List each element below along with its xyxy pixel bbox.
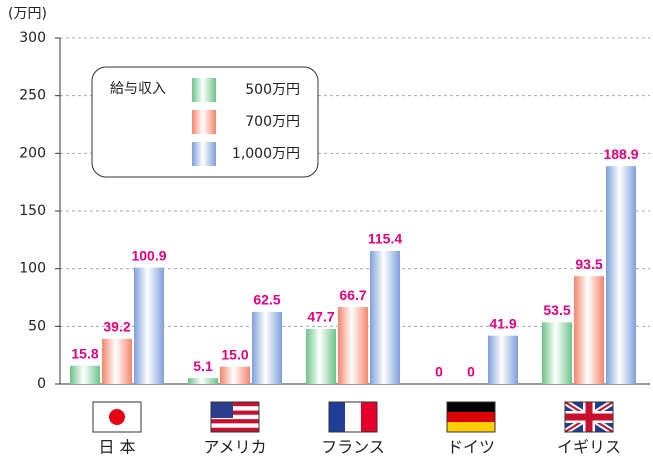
flag-stripe <box>361 402 377 432</box>
flag-border <box>564 401 614 433</box>
flag-stripe <box>211 406 259 411</box>
flag-canton <box>211 402 233 418</box>
x-tick-label: アメリカ <box>203 438 266 457</box>
flag-stripe <box>211 419 259 424</box>
y-tick-label: 300 <box>19 30 46 46</box>
value-label: 188.9 <box>603 146 638 162</box>
legend-swatch <box>192 110 216 134</box>
flag-cross <box>565 413 613 421</box>
bar <box>70 365 100 384</box>
flag-stripe <box>211 423 259 428</box>
flag-stripe <box>447 422 495 432</box>
value-label: 39.2 <box>103 318 130 334</box>
value-label: 115.4 <box>368 231 402 247</box>
value-label: 15.8 <box>71 345 98 361</box>
bar <box>102 338 132 384</box>
bar <box>252 311 282 384</box>
flag-sun <box>109 409 125 425</box>
flag-border <box>210 401 260 433</box>
legend-label: 1,000万円 <box>232 146 300 162</box>
y-tick-label: 100 <box>19 261 46 277</box>
bar <box>370 250 400 384</box>
bar <box>574 276 604 384</box>
value-label: 15.0 <box>221 346 248 362</box>
value-label: 66.7 <box>339 287 366 303</box>
flag-stripe <box>329 402 345 432</box>
y-tick-label: 150 <box>19 203 46 219</box>
bar <box>606 166 636 384</box>
value-label: 93.5 <box>575 256 602 272</box>
y-unit: (万円) <box>8 6 47 22</box>
bar <box>220 366 250 384</box>
legend-swatch <box>192 142 216 166</box>
x-tick-label: 日 本 <box>98 438 135 457</box>
bar <box>488 335 518 384</box>
x-tick-label: フランス <box>321 438 385 457</box>
legend-title: 給与収入 <box>110 81 166 97</box>
value-label: 41.9 <box>489 315 516 331</box>
value-label: 0 <box>467 364 475 380</box>
y-tick-label: 200 <box>19 145 46 161</box>
flag-border <box>328 401 378 433</box>
x-tick-label: ドイツ <box>447 438 495 457</box>
value-label: 0 <box>435 364 443 380</box>
bar <box>188 378 218 384</box>
y-tick-label: 250 <box>19 88 46 104</box>
y-tick-label: 50 <box>28 318 46 334</box>
value-label: 47.7 <box>307 309 334 325</box>
legend-swatch <box>192 78 216 102</box>
flag-stripe <box>447 402 495 412</box>
value-label: 53.5 <box>543 302 570 318</box>
bar <box>542 322 572 384</box>
bar <box>134 267 164 384</box>
flag-stripe <box>211 414 259 420</box>
flag-stripe <box>211 427 259 432</box>
flag-stripe <box>211 410 259 415</box>
value-label: 5.1 <box>193 358 213 374</box>
value-label: 100.9 <box>131 247 166 263</box>
flag-stripe <box>447 412 495 422</box>
y-tick-label: 0 <box>37 376 46 392</box>
legend-label: 700万円 <box>245 114 300 130</box>
x-tick-label: イギリス <box>557 438 621 457</box>
flag-border <box>446 401 496 433</box>
flag-stripe <box>345 402 361 432</box>
flag-stripe <box>211 402 259 407</box>
bar <box>306 328 336 384</box>
bar <box>338 307 368 384</box>
value-label: 62.5 <box>253 292 280 308</box>
legend-label: 500万円 <box>245 82 300 98</box>
